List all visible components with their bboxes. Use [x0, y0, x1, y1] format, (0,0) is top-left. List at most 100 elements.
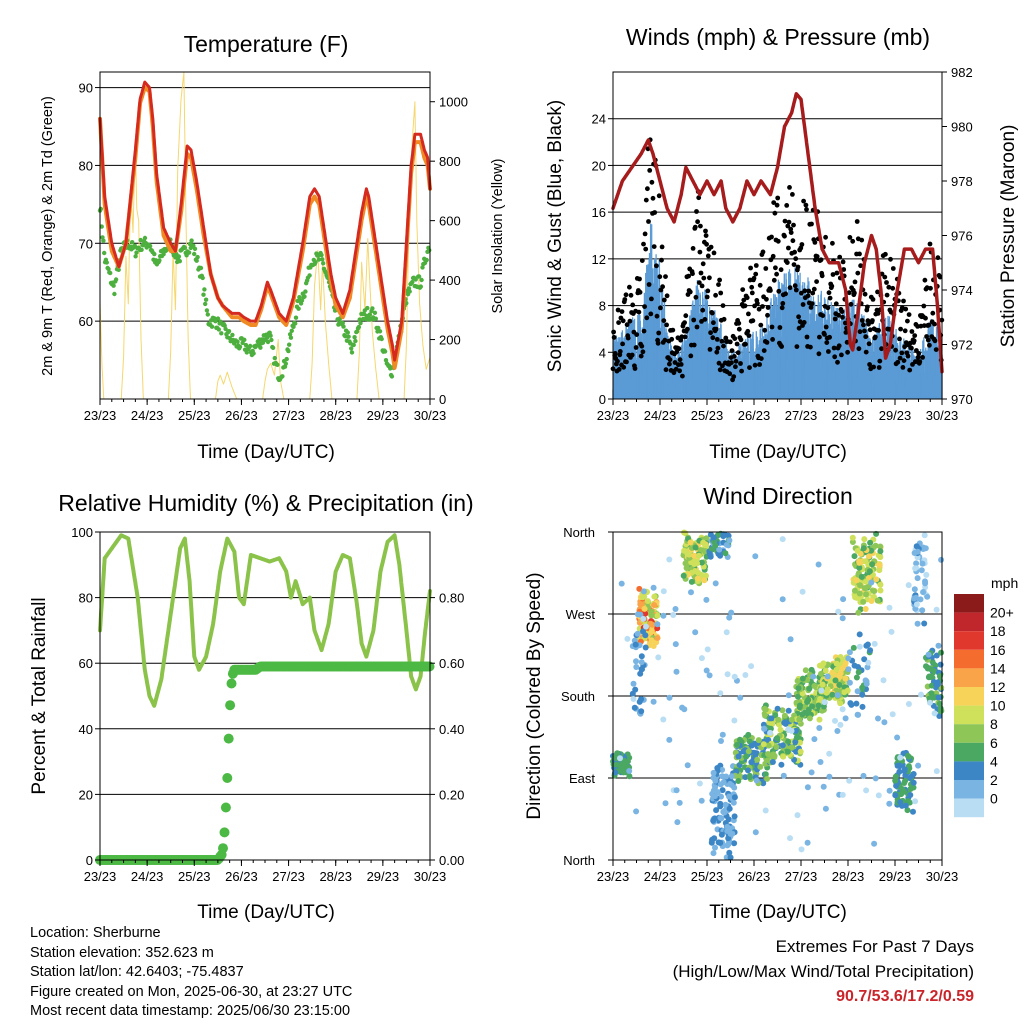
- direction-point: [799, 711, 806, 718]
- direction-point: [853, 577, 860, 584]
- dewpoint-point: [358, 320, 363, 326]
- gust-point: [710, 335, 716, 341]
- direction-point: [797, 702, 803, 709]
- direction-point: [859, 684, 866, 691]
- x-tick-label: 29/23: [879, 869, 912, 884]
- gust-point: [700, 307, 706, 313]
- direction-point: [795, 693, 801, 700]
- direction-point: [632, 686, 639, 693]
- gust-point: [884, 292, 890, 298]
- direction-point: [630, 696, 637, 702]
- gust-point: [831, 345, 837, 351]
- gust-point: [806, 288, 812, 294]
- direction-point: [781, 712, 788, 719]
- direction-point: [919, 560, 926, 567]
- direction-point: [743, 753, 750, 760]
- direction-point: [867, 647, 874, 654]
- gust-point: [750, 318, 756, 324]
- gust-point: [899, 350, 905, 356]
- gust-point: [870, 297, 876, 302]
- dewpoint-point: [321, 261, 326, 266]
- gust-point: [690, 246, 696, 251]
- gust-point: [771, 200, 777, 206]
- gust-point: [745, 328, 751, 334]
- gust-point: [705, 288, 711, 294]
- y-tick-label: 70: [79, 236, 93, 251]
- gust-point: [736, 320, 742, 326]
- legend-label: 10: [990, 698, 1006, 714]
- x-tick-label: 25/23: [178, 869, 211, 884]
- direction-point: [853, 674, 860, 681]
- direction-point: [799, 588, 806, 595]
- dewpoint-point: [102, 250, 107, 256]
- gust-point: [643, 246, 649, 252]
- dewpoint-point: [340, 320, 345, 326]
- y2-tick-label: 0.60: [439, 656, 464, 671]
- direction-point: [914, 548, 921, 555]
- gust-point: [925, 337, 931, 343]
- direction-point: [799, 675, 806, 682]
- station-info: Location: Sherburne Station elevation: 3…: [30, 924, 352, 1022]
- direction-point: [626, 768, 633, 774]
- direction-point: [626, 754, 633, 761]
- gust-point: [694, 324, 700, 330]
- gust-point: [840, 259, 846, 265]
- gust-point: [691, 342, 697, 348]
- x-tick-label: 30/23: [926, 408, 959, 423]
- direction-point: [914, 575, 921, 582]
- gust-point: [875, 289, 880, 295]
- direction-point: [867, 539, 874, 546]
- dewpoint-point: [291, 324, 296, 329]
- gust-point: [693, 294, 699, 300]
- gust-point: [753, 271, 759, 277]
- direction-point: [846, 649, 853, 656]
- gust-point: [879, 346, 884, 352]
- direction-point: [877, 587, 884, 594]
- gust-point: [734, 341, 740, 347]
- direction-point: [641, 605, 648, 612]
- direction-point: [742, 672, 749, 678]
- gust-point: [901, 298, 906, 304]
- humidity-panel: Relative Humidity (%) & Precipitation (i…: [29, 490, 474, 923]
- gust-point: [761, 348, 767, 353]
- dewpoint-point: [283, 361, 288, 366]
- direction-point: [701, 577, 708, 584]
- legend-swatch: [954, 594, 984, 613]
- gust-point: [685, 326, 690, 332]
- direction-point: [834, 692, 841, 699]
- gust-point: [698, 223, 703, 229]
- gust-point: [765, 305, 771, 310]
- direction-point: [692, 544, 699, 551]
- gust-point: [840, 314, 845, 320]
- dewpoint-point: [299, 298, 305, 303]
- direction-point: [706, 672, 713, 679]
- t9m-line: [98, 85, 432, 370]
- gust-point: [897, 336, 902, 342]
- direction-point: [859, 703, 866, 710]
- direction-point: [849, 534, 856, 541]
- gust-point: [763, 266, 769, 271]
- precip-point: [225, 700, 236, 711]
- location-text: Location: Sherburne: [30, 925, 161, 941]
- direction-point: [811, 736, 818, 743]
- gust-point: [703, 233, 709, 239]
- dewpoint-point: [116, 267, 121, 272]
- gust-point: [862, 291, 868, 297]
- dewpoint-point: [113, 277, 119, 282]
- y-tick-label: 90: [79, 81, 93, 96]
- gust-point: [670, 327, 676, 333]
- gust-point: [738, 337, 744, 343]
- legend-label: 4: [990, 753, 998, 769]
- direction-point: [826, 773, 833, 780]
- gust-point: [832, 316, 838, 322]
- gust-point: [859, 237, 865, 243]
- direction-point: [722, 801, 729, 808]
- gust-point: [846, 290, 852, 296]
- gust-point: [780, 301, 786, 306]
- legend-swatch: [954, 612, 984, 632]
- gust-point: [620, 341, 625, 347]
- legend-swatch: [954, 668, 984, 687]
- dewpoint-point: [287, 342, 292, 347]
- direction-point: [855, 609, 862, 616]
